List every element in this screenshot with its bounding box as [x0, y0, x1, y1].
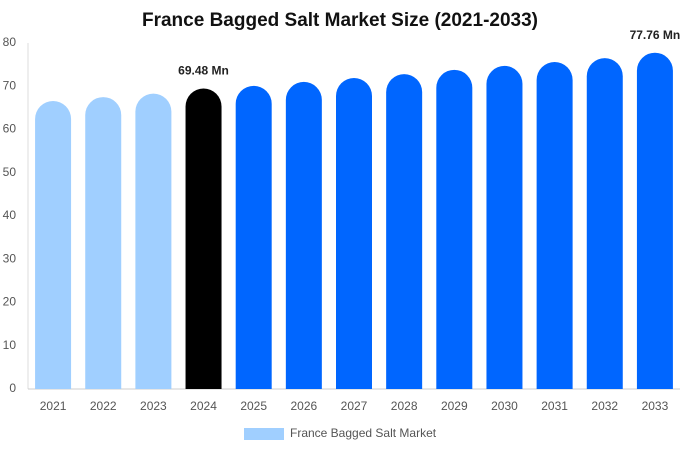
x-tick-label: 2031 [541, 399, 568, 413]
bar [636, 52, 673, 390]
y-tick-label: 0 [9, 381, 16, 395]
x-tick-label: 2029 [441, 399, 468, 413]
bar [436, 69, 473, 389]
x-tick-label: 2021 [40, 399, 67, 413]
bar [586, 58, 623, 390]
value-label: 77.76 Mn [630, 28, 680, 42]
bar [486, 65, 523, 390]
x-tick-label: 2027 [341, 399, 368, 413]
y-tick-label: 20 [3, 295, 17, 309]
y-tick-label: 70 [3, 78, 17, 92]
bar [35, 100, 72, 389]
y-tick-label: 80 [3, 35, 17, 49]
x-tick-label: 2023 [140, 399, 167, 413]
bar [135, 93, 172, 389]
x-tick-label: 2024 [190, 399, 217, 413]
bar [336, 78, 372, 389]
bar [85, 97, 122, 389]
x-tick-label: 2026 [290, 399, 317, 413]
x-tick-label: 2022 [90, 399, 117, 413]
bar [386, 74, 423, 389]
y-tick-label: 10 [3, 338, 17, 352]
y-tick-label: 50 [3, 165, 17, 179]
y-tick-label: 60 [3, 122, 17, 136]
bar [185, 88, 222, 390]
y-tick-label: 40 [3, 208, 17, 222]
chart-title: France Bagged Salt Market Size (2021-203… [142, 10, 538, 31]
bar [235, 85, 272, 389]
x-tick-label: 2030 [491, 399, 518, 413]
x-tick-label: 2025 [240, 399, 267, 413]
bar [285, 81, 322, 390]
x-tick-label: 2033 [642, 399, 669, 413]
value-label: 69.48 Mn [178, 64, 229, 78]
legend-swatch [244, 428, 284, 440]
y-tick-label: 30 [3, 251, 17, 265]
x-tick-label: 2028 [391, 399, 418, 413]
x-tick-label: 2032 [591, 399, 618, 413]
bar [536, 62, 573, 390]
legend-label: France Bagged Salt Market [290, 426, 437, 440]
